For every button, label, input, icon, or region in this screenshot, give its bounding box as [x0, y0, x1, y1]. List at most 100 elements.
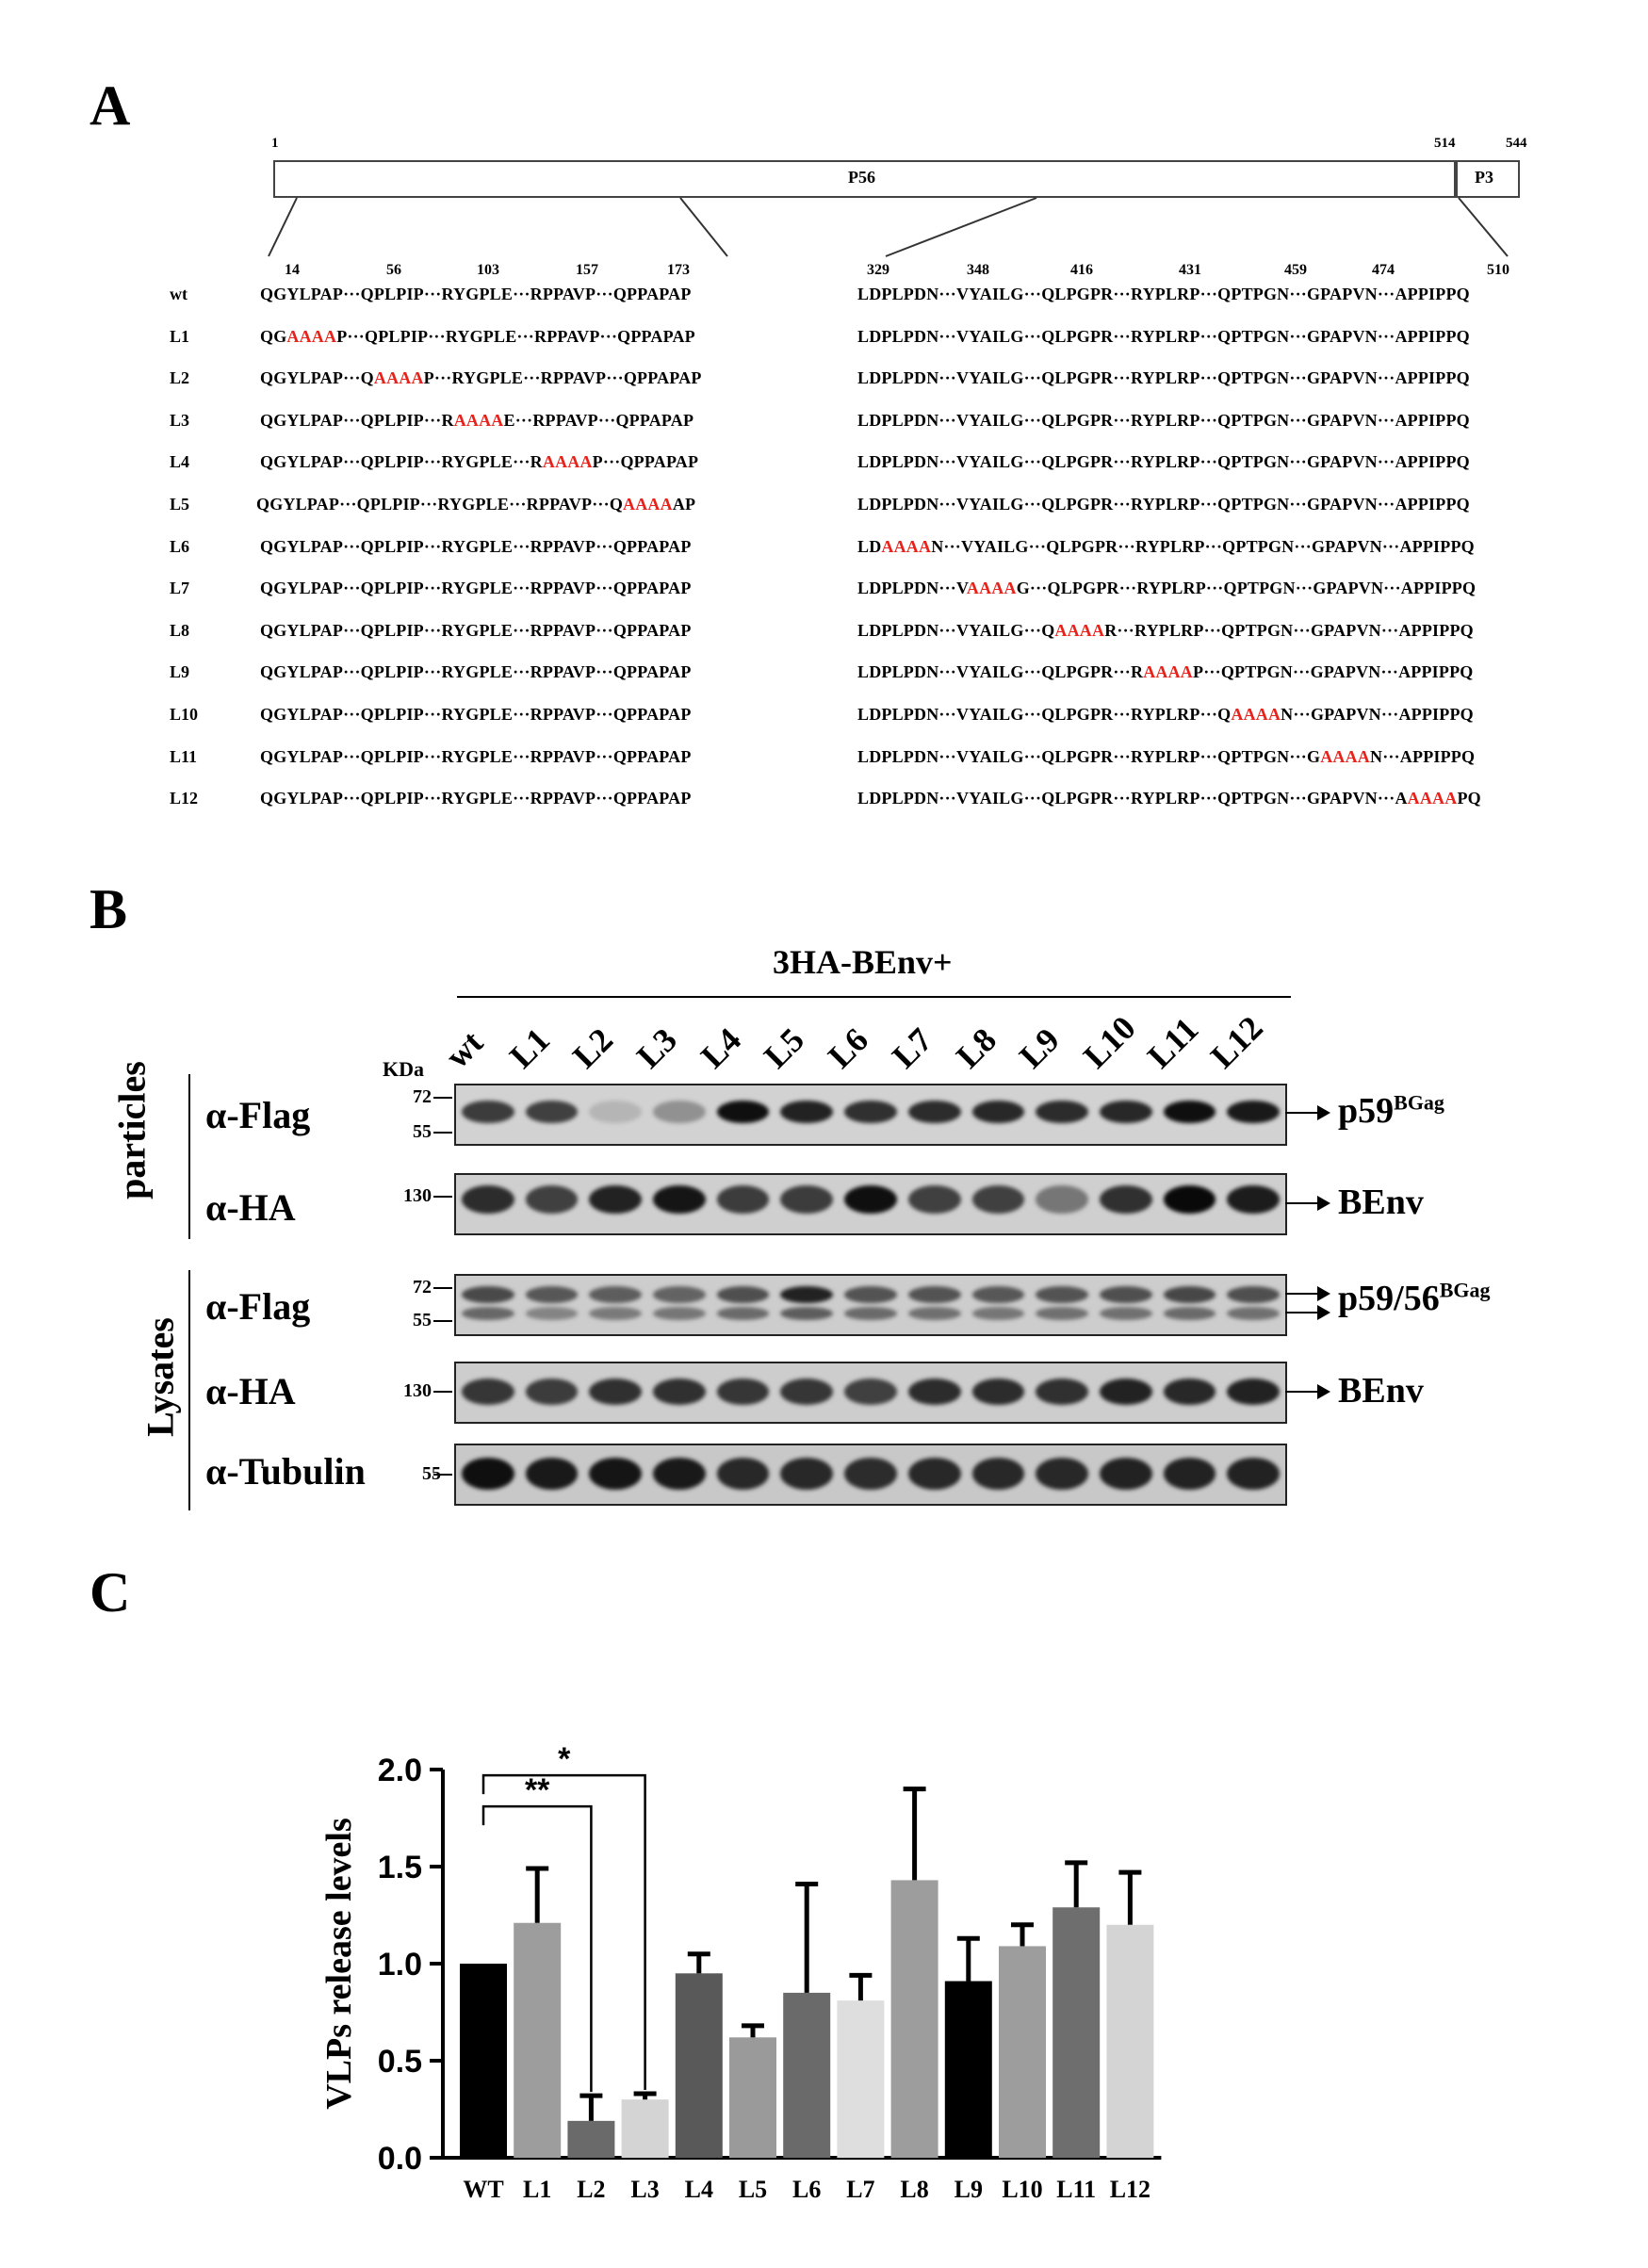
sequence-fragment: GPAPVN	[1306, 495, 1378, 514]
marker-55-particles: 55	[413, 1121, 432, 1142]
sequence-fragment: RYPLRP	[1134, 620, 1204, 640]
panel-a-letter: A	[90, 74, 131, 137]
sequence-fragment: GPAPVN	[1306, 285, 1378, 303]
sequence-fragment: QLPGPR	[1041, 368, 1114, 388]
sequence-fragment: LDPLPDN	[857, 746, 939, 766]
sequence-fragment: VYAILG	[961, 536, 1029, 556]
sequence-fragment: RYPLRP	[1131, 368, 1200, 388]
blot-band	[780, 1286, 834, 1303]
blot-band	[907, 1185, 961, 1214]
blot-lysates-flag	[454, 1274, 1287, 1336]
marker-55-tubulin: 55	[422, 1463, 441, 1484]
sequence-separator: ···	[938, 285, 957, 303]
bar	[1052, 1907, 1101, 2158]
sequence-fragment: QPTPGN	[1221, 620, 1294, 640]
sequence-right: LDPLPDN···VYAILG···QLPGPR···RAAAAP···QPT…	[857, 662, 1473, 682]
sequence-separator: ···	[1377, 495, 1395, 514]
blot-band	[907, 1379, 961, 1405]
blot-band	[907, 1307, 961, 1320]
significance-label: **	[525, 1772, 550, 1808]
sequence-fragment: QPTPGN	[1217, 326, 1290, 346]
sequence-separator: ···	[343, 368, 361, 388]
marker-55-lysates: 55	[413, 1310, 432, 1330]
sequence-fragment: QPLPIP	[360, 410, 424, 430]
blot-band	[462, 1307, 514, 1320]
sequence-fragment: QG	[260, 326, 287, 346]
sequence-fragment: LDPLPDN	[857, 368, 939, 388]
sequence-separator: ···	[1023, 705, 1042, 724]
blot-band	[1099, 1101, 1152, 1123]
significance-label: *	[558, 1741, 571, 1777]
position-number: 474	[1372, 262, 1395, 278]
sequence-fragment: RYGPLE	[441, 452, 514, 472]
sequence-fragment: QLPGPR	[1041, 410, 1114, 430]
position-number: 173	[667, 262, 690, 278]
x-tick-label: L4	[685, 2176, 713, 2203]
y-tick-label: 1.5	[378, 1850, 422, 1885]
sequence-fragment: QGYLPAP	[260, 452, 344, 472]
bar-chart: 0.0 0.5 1.0 1.5 2.0 VLPs release levels WT L1 L2…	[319, 1741, 1162, 2203]
sequence-fragment: QGYLPAP	[260, 368, 344, 388]
blot-band	[1036, 1286, 1088, 1303]
y-tick-label: 2.0	[378, 1753, 422, 1788]
blot-band	[844, 1379, 897, 1405]
bar	[1106, 1924, 1154, 2158]
sequence-left: QGYLPAP···QPLPIP···RYGPLE···RPPAVP···QPP…	[260, 579, 692, 598]
sequence-fragment: R	[1131, 662, 1144, 682]
sequence-fragment: QLPGPR	[1041, 662, 1114, 682]
sequence-separator: ···	[1203, 662, 1221, 682]
sequence-fragment: QGYLPAP	[260, 285, 344, 303]
sequence-left: QGYLPAP···QPLPIP···RYGPLE···RAAAAP···QPP…	[260, 452, 698, 472]
x-tick-label: L10	[1002, 2176, 1042, 2203]
sequence-right: LDPLPDN···VYAILG···QLPGPR···RYPLRP···QAA…	[857, 705, 1474, 725]
sequence-right: LDPLPDN···VYAILG···QLPGPR···RYPLRP···QPT…	[857, 285, 1470, 304]
sequence-separator: ···	[596, 536, 613, 556]
sequence-separator: ···	[1381, 536, 1400, 556]
sequence-fragment: VYAILG	[956, 662, 1024, 682]
blot-band	[780, 1185, 834, 1214]
sequence-separator: ···	[592, 495, 610, 514]
sequence-separator: ···	[1199, 452, 1218, 472]
arrow-p5956-top-head	[1317, 1286, 1330, 1301]
blot-band	[1227, 1286, 1280, 1303]
sequence-fragment: QPTPGN	[1217, 789, 1290, 808]
sequence-fragment: PQ	[1457, 789, 1481, 808]
mutant-row-label: L8	[170, 620, 190, 640]
blot-band	[589, 1185, 643, 1214]
blot-band	[971, 1458, 1025, 1490]
blot-band	[1163, 1101, 1216, 1123]
sequence-fragment: QGYLPAP	[260, 705, 344, 724]
domain-end-number: 544	[1506, 136, 1527, 151]
mutant-row-label: L1	[170, 326, 190, 346]
bar	[999, 1946, 1046, 2158]
sequence-separator: ···	[596, 285, 613, 303]
sequence-separator: ···	[938, 746, 957, 766]
sequence-fragment: QPLPIP	[360, 789, 424, 808]
blot-band	[1099, 1286, 1152, 1303]
sequence-fragment: APPIPPQ	[1399, 746, 1476, 766]
mutant-row-label: L6	[170, 536, 190, 556]
sequence-separator: ···	[1118, 579, 1137, 598]
sequence-separator: ···	[938, 662, 957, 682]
sequence-fragment: Q	[360, 368, 374, 388]
sequence-fragment: APPIPPQ	[1395, 495, 1470, 514]
arrow-p5956-bottom-line	[1285, 1312, 1323, 1313]
sequence-separator: ···	[1023, 452, 1042, 472]
sequence-fragment: VYAILG	[956, 495, 1024, 514]
mutant-row-label: L10	[170, 705, 199, 724]
position-number: 431	[1179, 262, 1201, 278]
sequence-right: LDPLPDN···VAAAAG···QLPGPR···RYPLRP···QPT…	[857, 579, 1476, 598]
sequence-fragment: RYGPLE	[441, 746, 514, 766]
sequence-separator: ···	[938, 705, 957, 724]
sequence-separator: ···	[1023, 326, 1042, 346]
sequence-separator: ···	[1199, 789, 1218, 808]
sequence-separator: ···	[1199, 705, 1218, 724]
sequence-fragment: GPAPVN	[1310, 705, 1381, 724]
sequence-fragment: P	[1193, 662, 1204, 682]
bar	[567, 2120, 615, 2158]
sequence-separator: ···	[938, 368, 957, 388]
sequence-separator: ···	[1289, 326, 1307, 346]
sequence-right: LDPLPDN···VYAILG···QLPGPR···RYPLRP···QPT…	[857, 789, 1481, 808]
sequence-fragment: RYPLRP	[1131, 452, 1200, 472]
sequence-separator: ···	[938, 326, 957, 346]
